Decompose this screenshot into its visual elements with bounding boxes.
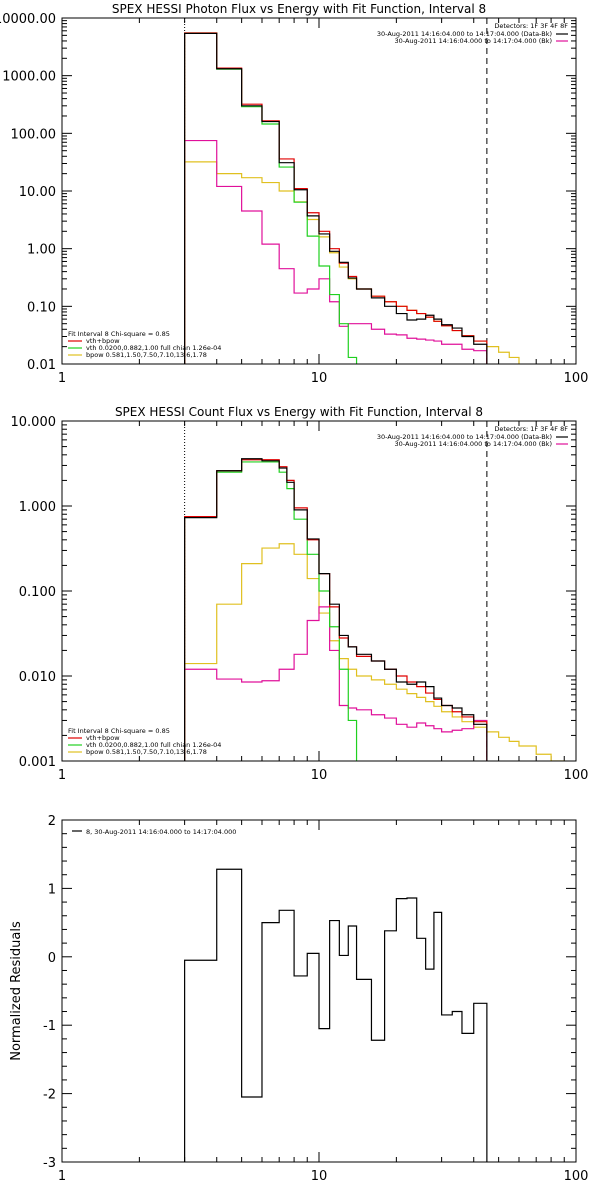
legend-entry: vth 0.0200,0.882,1.00 full chian 1.26e-0…	[86, 741, 221, 749]
y-tick-label: 0.010	[19, 670, 56, 685]
series-data	[184, 458, 488, 761]
series-group	[184, 32, 520, 364]
y-tick-label: -3	[43, 1156, 56, 1171]
y-tick-label: 100.00	[11, 127, 57, 142]
chart-resid: Normalized Residuals 1 10 100 -3 -2 -1 0 1 2 8, 30…	[9, 814, 589, 1184]
legend-detectors: Detectors: 1F 3F 4F 8F	[494, 22, 568, 30]
series-bpow	[184, 161, 520, 364]
x-ticks: 1 10 100	[58, 421, 589, 783]
x-tick-label: 10	[311, 371, 328, 386]
x-tick-label: 100	[564, 1169, 589, 1184]
plot-frame	[61, 17, 577, 365]
series-total	[184, 32, 488, 364]
x-tick-label: 1	[58, 371, 66, 386]
series-bpow	[184, 543, 565, 761]
chart-title: SPEX HESSI Photon Flux vs Energy with Fi…	[112, 2, 486, 16]
x-tick-label: 10	[311, 1169, 328, 1184]
legend-entry: bpow 0.581,1.50,7.50,7.10,13.6,1.78	[86, 748, 207, 756]
series-bkg	[184, 606, 488, 761]
series-data	[184, 868, 488, 1162]
legend-entry: 8, 30-Aug-2011 14:16:04.000 to 14:17:04.…	[86, 828, 236, 836]
y-tick-label: 1000.00	[2, 70, 56, 85]
chart-title: SPEX HESSI Count Flux vs Energy with Fit…	[115, 405, 483, 419]
y-tick-label: 0.01	[27, 358, 56, 373]
y-tick-label: 0	[48, 951, 56, 966]
legend-entry: 30-Aug-2011 14:16:04.000 to 14:17:04.000…	[377, 30, 552, 38]
y-ticks: -3 -2 -1 0 1 2	[43, 814, 576, 1171]
y-tick-label: 1.00	[27, 243, 56, 258]
legend-entry: bpow 0.581,1.50,7.50,7.10,13.6,1.78	[86, 351, 207, 359]
x-tick-label: 1	[58, 1169, 66, 1184]
y-tick-label: 0.10	[27, 300, 56, 315]
y-tick-label: 10.00	[19, 185, 56, 200]
series-group	[184, 458, 565, 761]
y-tick-label: 1.000	[19, 500, 56, 515]
legend-entry: vth+bpow	[86, 337, 120, 345]
legend-entry: 30-Aug-2011 14:16:04.000 to 14:17:04.000…	[395, 37, 552, 45]
y-tick-label: 0.001	[19, 755, 56, 770]
legend-entry: vth 0.0200,0.882,1.00 full chian 1.26e-0…	[86, 344, 221, 352]
plot-frame	[61, 819, 577, 1163]
x-tick-label: 10	[311, 768, 328, 783]
series-total	[184, 459, 488, 761]
chart-photon: SPEX HESSI Photon Flux vs Energy with Fi…	[0, 2, 588, 386]
x-tick-label: 1	[58, 768, 66, 783]
x-tick-label: 100	[564, 371, 589, 386]
series-bkg	[184, 139, 488, 364]
y-tick-label: 10000.00	[0, 12, 56, 27]
series-group	[184, 868, 488, 1162]
legend-bottom: Fit Interval 8 Chi-square = 0.85vth+bpow…	[68, 330, 221, 359]
legend-detectors: Detectors: 1F 3F 4F 8F	[494, 425, 568, 433]
y-ticks: 0.01 0.10 1.00 10.00 100.00 1000.00 10000.00	[0, 12, 576, 373]
y-tick-label: -2	[43, 1088, 56, 1103]
series-data	[184, 32, 488, 364]
legend-entry: 30-Aug-2011 14:16:04.000 to 14:17:04.000…	[395, 440, 552, 448]
y-tick-label: 1	[48, 882, 56, 897]
y-ticks: 0.001 0.010 0.100 1.000 10.000	[11, 415, 576, 770]
legend-top: 8, 30-Aug-2011 14:16:04.000 to 14:17:04.…	[72, 828, 236, 836]
x-ticks: 1 10 100	[58, 820, 589, 1184]
y-tick-label: 10.000	[11, 415, 57, 430]
x-tick-label: 100	[564, 768, 589, 783]
legend-fit-header: Fit Interval 8 Chi-square = 0.85	[68, 330, 170, 338]
legend-fit-header: Fit Interval 8 Chi-square = 0.85	[68, 727, 170, 735]
y-axis-label: Normalized Residuals	[9, 921, 24, 1061]
legend-entry: 30-Aug-2011 14:16:04.000 to 14:17:04.000…	[377, 433, 552, 441]
legend-entry: vth+bpow	[86, 734, 120, 742]
plot-frame	[61, 420, 577, 762]
y-tick-label: 0.100	[19, 585, 56, 600]
legend-bottom: Fit Interval 8 Chi-square = 0.85vth+bpow…	[68, 727, 221, 756]
chart-count: SPEX HESSI Count Flux vs Energy with Fit…	[11, 405, 589, 783]
y-tick-label: 2	[48, 814, 56, 829]
series-vth	[184, 461, 358, 761]
y-tick-label: -1	[43, 1019, 56, 1034]
series-vth	[184, 32, 358, 364]
